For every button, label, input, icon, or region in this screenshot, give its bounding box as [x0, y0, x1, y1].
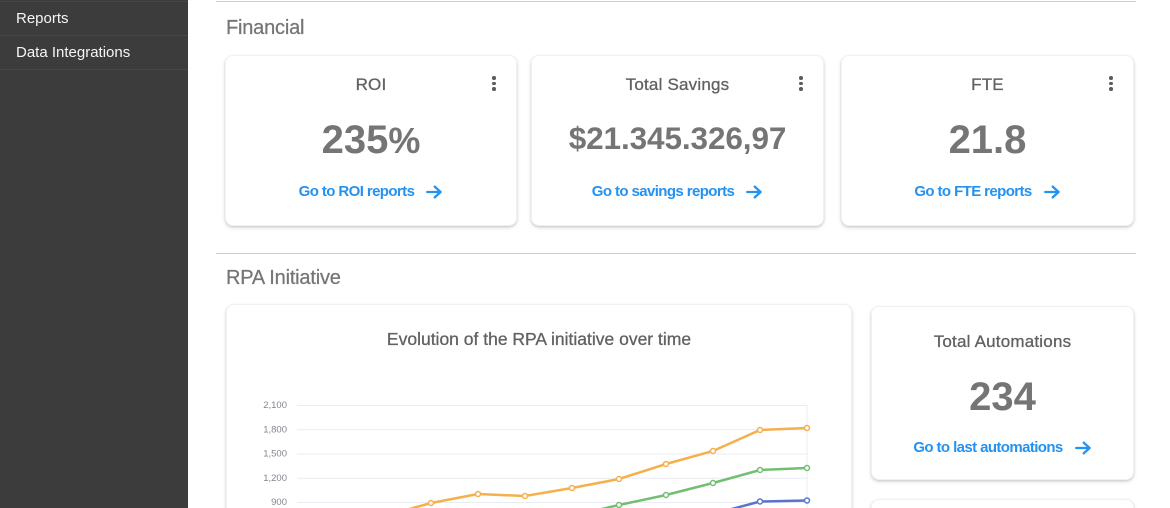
svg-text:2,100: 2,100 — [263, 400, 287, 411]
svg-text:1,200: 1,200 — [263, 473, 287, 484]
svg-text:1,800: 1,800 — [263, 424, 287, 435]
svg-text:1,500: 1,500 — [263, 449, 287, 460]
svg-text:900: 900 — [271, 497, 287, 508]
